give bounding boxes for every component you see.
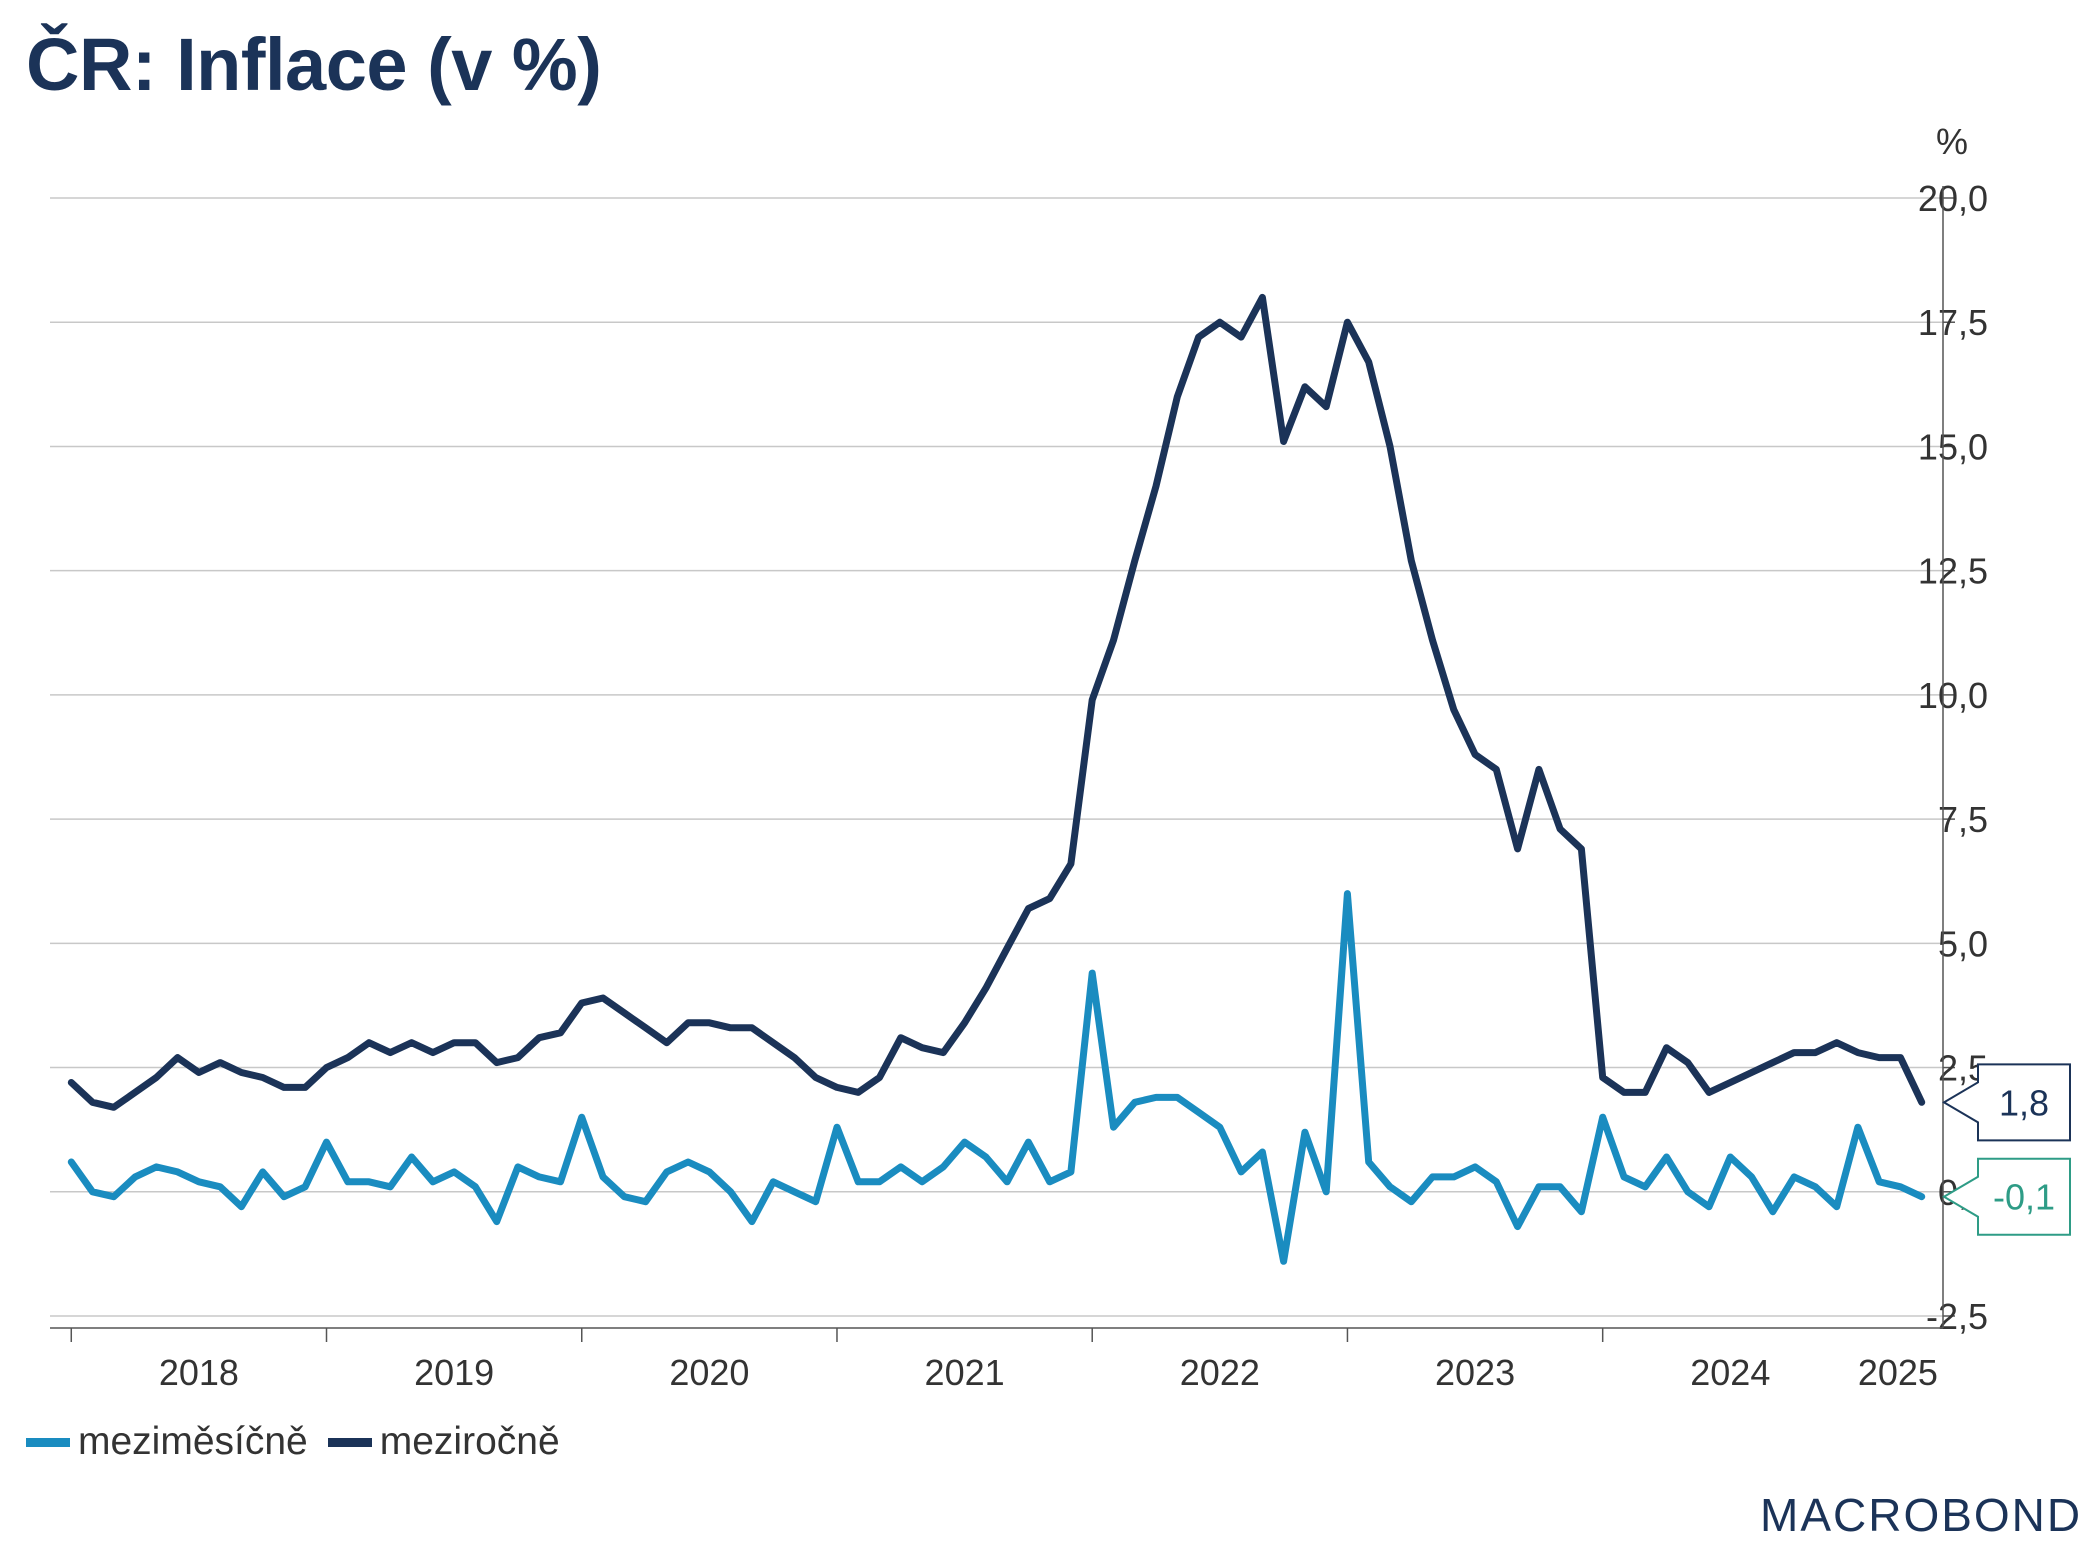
- y-tick-label: 17,5: [1918, 302, 1988, 343]
- legend-label-monthly: meziměsíčně: [78, 1420, 308, 1463]
- x-tick-label: 2018: [159, 1352, 239, 1393]
- end-label-monthly: -0,1: [1993, 1177, 2055, 1218]
- legend-label-yearly: meziročně: [379, 1420, 560, 1463]
- legend: meziměsíčně meziročně: [26, 1420, 580, 1464]
- legend-swatch-monthly: [26, 1437, 70, 1447]
- series-line-monthly: [67, 890, 1926, 1265]
- x-tick-label: 2024: [1690, 1352, 1770, 1393]
- x-axis: 2018 2019 2020 2021 2022 2023 2024 2025: [50, 1327, 1943, 1393]
- y-tick-label: 7,5: [1938, 799, 1988, 840]
- y-tick-label: 5,0: [1938, 923, 1988, 964]
- end-labels: -0,1 1,8: [1942, 1063, 2071, 1236]
- x-tick-label: 2019: [414, 1352, 494, 1393]
- chart-title: ČR: Inflace (v %): [26, 23, 602, 106]
- end-label-yearly: 1,8: [1999, 1082, 2049, 1123]
- gridlines: [50, 197, 1943, 1317]
- end-label-box-monthly: [1942, 1157, 2071, 1236]
- x-tick-label: 2022: [1180, 1352, 1260, 1393]
- x-tick-label: 2025: [1858, 1352, 1938, 1393]
- y-tick-label: 15,0: [1918, 426, 1988, 467]
- y-unit-label: %: [1936, 121, 1968, 162]
- x-tick-label: 2020: [669, 1352, 749, 1393]
- x-tick-label: 2023: [1435, 1352, 1515, 1393]
- y-tick-label: 12,5: [1918, 551, 1988, 592]
- end-label-box-yearly: [1942, 1063, 2071, 1142]
- x-tick-label: 2021: [925, 1352, 1005, 1393]
- legend-swatch-yearly: [327, 1437, 372, 1447]
- macrobond-logo: MACROBOND: [1760, 1489, 2083, 1541]
- series-group: [67, 293, 1926, 1265]
- y-tick-label: 20,0: [1918, 178, 1988, 219]
- y-tick-label: -2,5: [1926, 1296, 1988, 1337]
- legend-item-yearly[interactable]: meziročně: [327, 1420, 560, 1464]
- y-tick-label: 10,0: [1918, 675, 1988, 716]
- series-line-yearly: [67, 293, 1926, 1111]
- legend-item-monthly[interactable]: meziměsíčně: [26, 1420, 308, 1464]
